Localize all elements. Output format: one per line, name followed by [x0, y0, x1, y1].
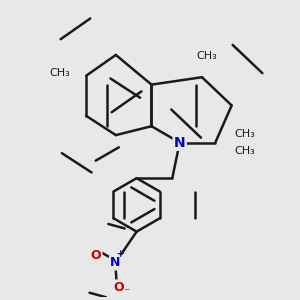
Text: +: +: [116, 249, 125, 259]
Text: CH₃: CH₃: [235, 129, 255, 139]
Text: ⁻: ⁻: [123, 286, 130, 299]
Text: CH₃: CH₃: [196, 51, 217, 61]
Text: O: O: [113, 281, 124, 294]
Text: N: N: [174, 136, 185, 149]
Text: O: O: [91, 249, 101, 262]
Text: CH₃: CH₃: [235, 146, 255, 157]
Text: N: N: [110, 256, 120, 269]
Text: CH₃: CH₃: [49, 68, 70, 78]
